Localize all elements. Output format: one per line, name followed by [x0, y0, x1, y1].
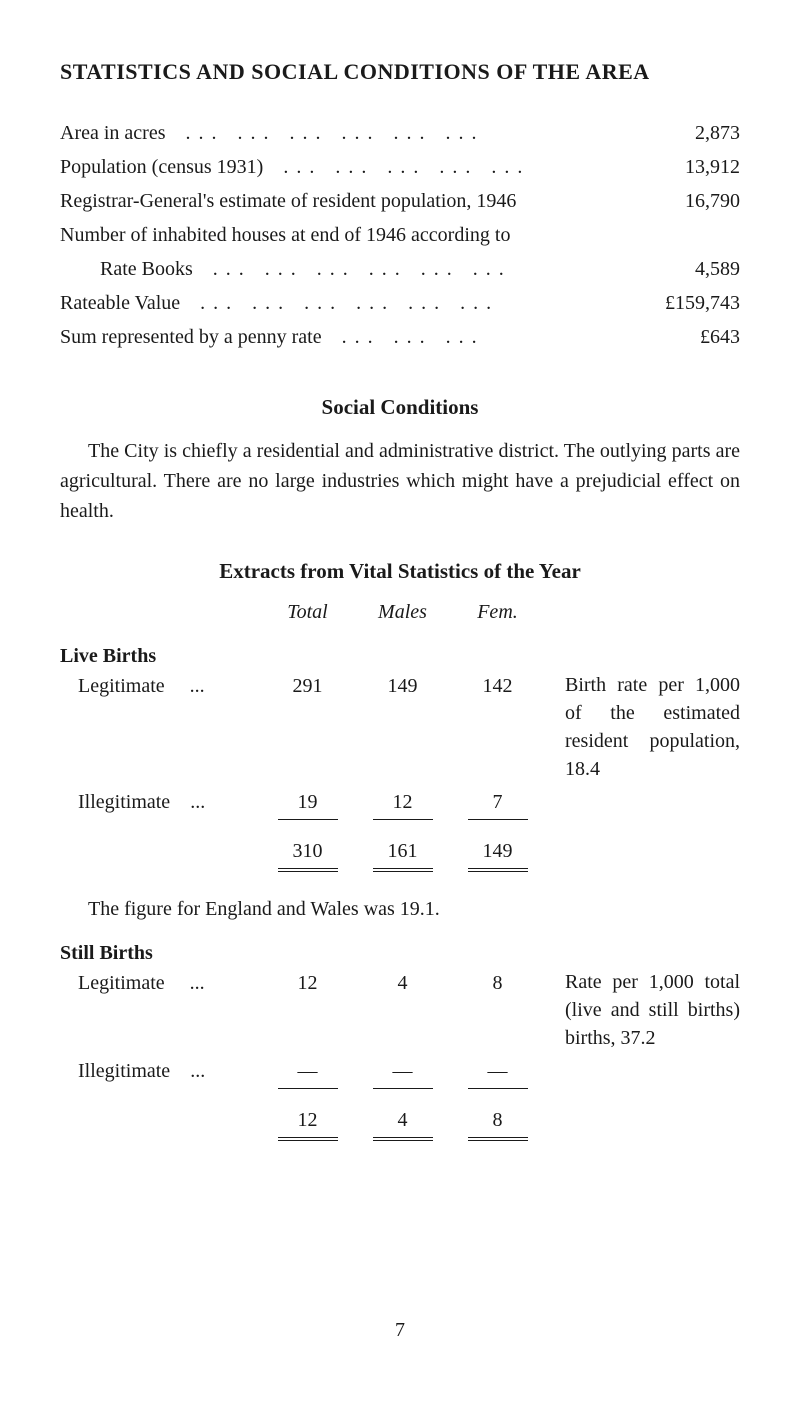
stats-row: Area in acres ... ... ... ... ... ... 2,… [60, 118, 740, 148]
cell-fem: 7 [450, 787, 545, 820]
main-title: STATISTICS AND SOCIAL CONDITIONS OF THE … [60, 55, 740, 88]
stats-row: Number of inhabited houses at end of 194… [60, 220, 740, 250]
cell-total: 19 [260, 787, 355, 820]
cell-total: 12 [260, 968, 355, 998]
stats-block: Area in acres ... ... ... ... ... ... 2,… [60, 118, 740, 352]
stats-row: Sum represented by a penny rate ... ... … [60, 322, 740, 352]
stat-label: Registrar-General's estimate of resident… [60, 186, 630, 216]
stats-row: Population (census 1931) ... ... ... ...… [60, 152, 740, 182]
stat-value: 13,912 [630, 152, 740, 182]
total-row: 310 161 149 [60, 836, 740, 872]
stats-row: Rate Books ... ... ... ... ... ... 4,589 [60, 254, 740, 284]
table-row: Legitimate ... 12 4 8 Rate per 1,000 tot… [60, 968, 740, 1052]
cell-fem: 142 [450, 671, 545, 701]
stat-label: Rateable Value ... ... ... ... ... ... [60, 288, 630, 318]
sum-males: 4 [355, 1105, 450, 1141]
table-row: Legitimate ... 291 149 142 Birth rate pe… [60, 671, 740, 783]
stat-label: Sum represented by a penny rate ... ... … [60, 322, 630, 352]
stat-label: Rate Books ... ... ... ... ... ... [60, 254, 630, 284]
table-row: Illegitimate ... 19 12 7 [60, 787, 740, 820]
cell-fem: — [450, 1056, 545, 1089]
social-conditions-title: Social Conditions [60, 392, 740, 424]
stat-value: 2,873 [630, 118, 740, 148]
table-header: Total Males Fem. [60, 597, 740, 627]
cell-fem: 8 [450, 968, 545, 998]
sum-total: 310 [260, 836, 355, 872]
live-births-label: Live Births [60, 641, 740, 671]
cell-total: — [260, 1056, 355, 1089]
vital-stats-table: Total Males Fem. Live Births Legitimate … [60, 597, 740, 872]
table-row: Illegitimate ... — — — [60, 1056, 740, 1089]
stats-row: Rateable Value ... ... ... ... ... ... £… [60, 288, 740, 318]
header-total: Total [260, 597, 355, 627]
cell-total: 291 [260, 671, 355, 701]
row-label: Legitimate ... [60, 968, 260, 998]
row-note: Birth rate per 1,000 of the esti­mated r… [545, 671, 740, 783]
row-label: Illegitimate ... [60, 787, 260, 817]
figure-note: The figure for England and Wales was 19.… [60, 894, 740, 924]
extracts-title: Extracts from Vital Statistics of the Ye… [60, 556, 740, 588]
row-note: Rate per 1,000 total (live and still bir… [545, 968, 740, 1052]
cell-males: 149 [355, 671, 450, 701]
header-fem: Fem. [450, 597, 545, 627]
row-label: Legitimate ... [60, 671, 260, 701]
stat-value: £643 [630, 322, 740, 352]
sum-fem: 8 [450, 1105, 545, 1141]
stat-label: Area in acres ... ... ... ... ... ... [60, 118, 630, 148]
still-births-table: Still Births Legitimate ... 12 4 8 Rate … [60, 932, 740, 1141]
stat-label: Number of inhabited houses at end of 194… [60, 220, 630, 250]
stat-value: £159,743 [630, 288, 740, 318]
row-label: Illegitimate ... [60, 1056, 260, 1086]
total-row: 12 4 8 [60, 1105, 740, 1141]
sum-fem: 149 [450, 836, 545, 872]
social-conditions-paragraph: The City is chiefly a residential and ad… [60, 436, 740, 526]
cell-males: — [355, 1056, 450, 1089]
page-number: 7 [60, 1315, 740, 1345]
stats-row: Registrar-General's estimate of resident… [60, 186, 740, 216]
sum-total: 12 [260, 1105, 355, 1141]
stat-value: 4,589 [630, 254, 740, 284]
cell-males: 4 [355, 968, 450, 998]
stat-label: Population (census 1931) ... ... ... ...… [60, 152, 630, 182]
header-males: Males [355, 597, 450, 627]
sum-males: 161 [355, 836, 450, 872]
stat-value: 16,790 [630, 186, 740, 216]
still-births-label: Still Births [60, 938, 740, 968]
cell-males: 12 [355, 787, 450, 820]
